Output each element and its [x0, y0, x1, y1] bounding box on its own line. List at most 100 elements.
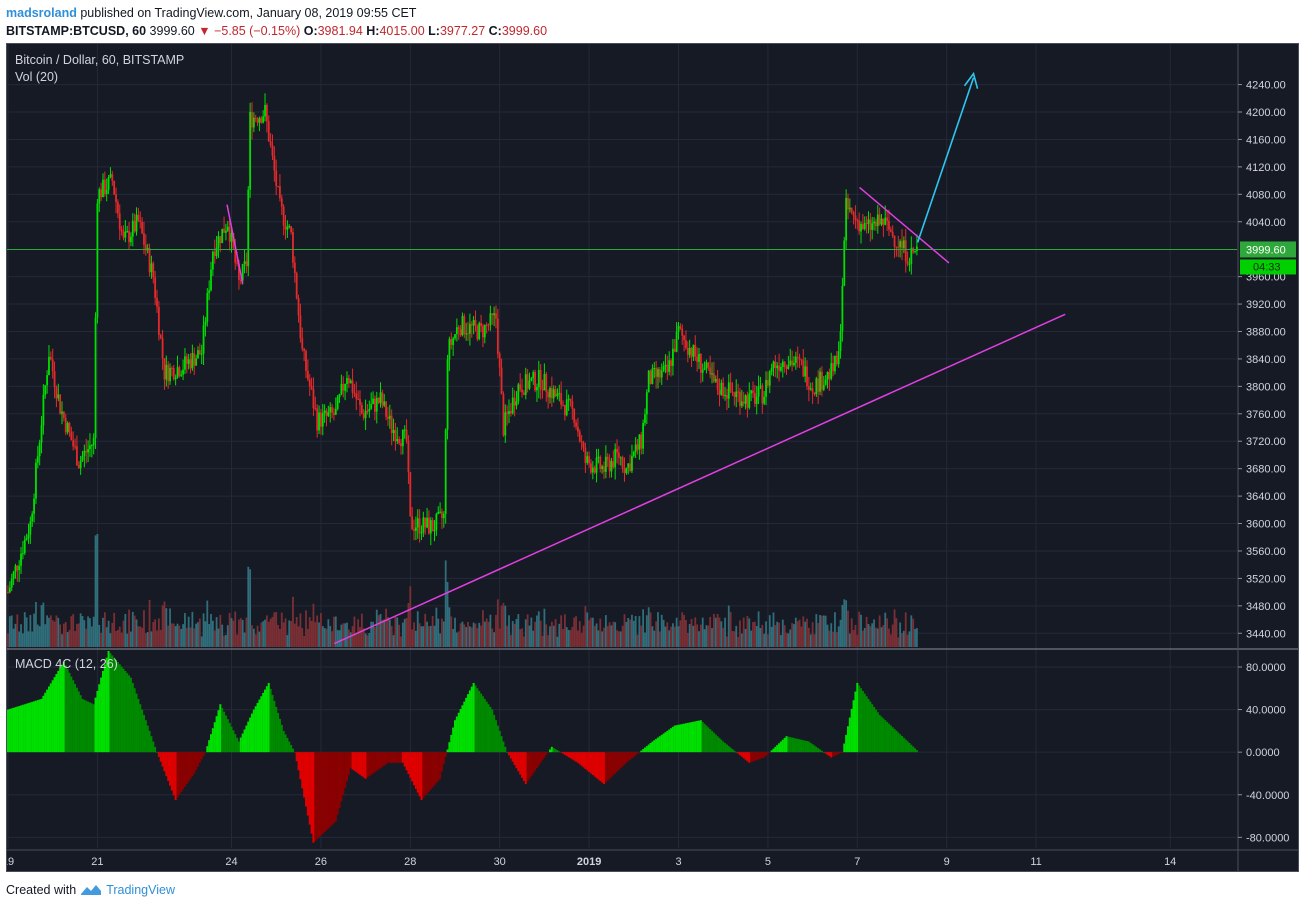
macd-bar — [64, 665, 67, 753]
volume-bar — [271, 616, 274, 647]
candle-body — [7, 592, 9, 594]
macd-bar — [278, 718, 281, 753]
candle-body — [552, 389, 555, 399]
candle-body — [586, 456, 589, 463]
volume-bar — [204, 621, 207, 647]
volume-bar — [10, 615, 13, 647]
volume-bar — [610, 625, 613, 647]
candle-body — [320, 412, 322, 427]
tradingview-brand[interactable]: TradingView — [106, 883, 175, 897]
macd-bar — [370, 752, 373, 775]
volume-bar — [629, 619, 631, 647]
volume-bar — [590, 617, 592, 647]
candle-body — [880, 218, 883, 225]
candle-body — [383, 401, 386, 406]
volume-bar — [439, 633, 441, 647]
macd-bar — [603, 752, 605, 785]
volume-bar — [861, 630, 864, 647]
volume-bar — [53, 621, 56, 647]
volume-bar — [718, 617, 721, 647]
candle-body — [753, 393, 756, 404]
candle-body — [301, 338, 304, 349]
volume-bar — [83, 620, 86, 647]
candle-body — [98, 189, 101, 204]
candle-body — [334, 408, 337, 415]
macd-bar — [893, 728, 896, 753]
candle-body — [567, 398, 570, 400]
candle-body — [252, 117, 255, 128]
macd-bar — [876, 712, 879, 753]
macd-bar — [681, 724, 684, 753]
macd-bar — [66, 669, 69, 753]
chart-frame[interactable]: 4240.00 4200.00 4160.00 4120.00 4080.00 4040.… — [6, 43, 1299, 872]
candle-body — [25, 538, 28, 540]
macd-bar — [40, 698, 43, 753]
author-link[interactable]: madsroland — [6, 6, 77, 20]
macd-bar — [109, 653, 112, 753]
candle-body — [785, 366, 788, 369]
candle-body — [580, 441, 583, 443]
candle-body — [778, 365, 780, 371]
volume-bar — [441, 618, 443, 647]
candle-body — [198, 350, 201, 355]
macd-bar — [744, 752, 747, 760]
volume-bar — [286, 634, 289, 647]
macd-bar — [178, 752, 181, 795]
volume-bar — [379, 614, 382, 647]
candle-body — [647, 370, 650, 393]
price-tick-label: 3680.00 — [1246, 464, 1286, 476]
candle-body — [180, 374, 183, 376]
candle-body — [169, 367, 171, 382]
candle-body — [53, 371, 56, 388]
macd-bar — [873, 706, 876, 753]
macd-bar — [586, 752, 589, 771]
candle-body — [161, 338, 164, 359]
volume-bar — [120, 632, 123, 647]
volume-bar — [247, 566, 250, 647]
macd-bar — [550, 746, 553, 753]
time-tick-label: 9 — [944, 856, 950, 868]
volume-bar — [243, 632, 246, 647]
candle-body — [649, 370, 652, 384]
candle-body — [776, 365, 779, 369]
macd-bar — [46, 689, 49, 753]
candle-body — [612, 461, 615, 468]
macd-bar — [509, 752, 512, 759]
candle-body — [672, 348, 674, 366]
macd-bar — [90, 703, 93, 753]
volume-bar — [385, 608, 387, 647]
chart-canvas[interactable]: 4240.004200.004160.004120.004080.004040.… — [7, 44, 1298, 871]
macd-bar — [306, 752, 309, 816]
candle-body — [70, 431, 73, 441]
candle-body — [89, 445, 91, 450]
macd-bar — [796, 738, 799, 753]
volume-bar — [416, 611, 419, 647]
volume-bar — [23, 612, 26, 647]
candle-body — [640, 434, 643, 449]
candle-body — [610, 461, 613, 472]
volume-bar — [677, 626, 680, 647]
candle-body — [61, 411, 63, 414]
macd-bar — [467, 694, 470, 753]
time-tick-label: 26 — [315, 856, 327, 868]
macd-bar — [837, 752, 840, 754]
volume-bar — [819, 615, 821, 647]
volume-bar — [517, 614, 520, 647]
candle-body — [139, 220, 142, 222]
volume-bar — [387, 617, 389, 647]
volume-bar — [297, 626, 300, 647]
candle-body — [144, 244, 147, 251]
candle-body — [625, 467, 628, 473]
candle-body — [390, 415, 393, 434]
volume-bar — [618, 631, 620, 647]
macd-bar — [118, 664, 121, 753]
volume-bar — [81, 616, 84, 647]
candle-body — [884, 217, 887, 225]
candle-body — [821, 371, 823, 390]
volume-bar — [98, 624, 101, 647]
volume-bar — [359, 627, 361, 647]
macd-bar — [774, 746, 777, 753]
candle-body — [495, 313, 497, 319]
volume-bar — [221, 624, 224, 647]
volume-bar — [899, 622, 902, 647]
